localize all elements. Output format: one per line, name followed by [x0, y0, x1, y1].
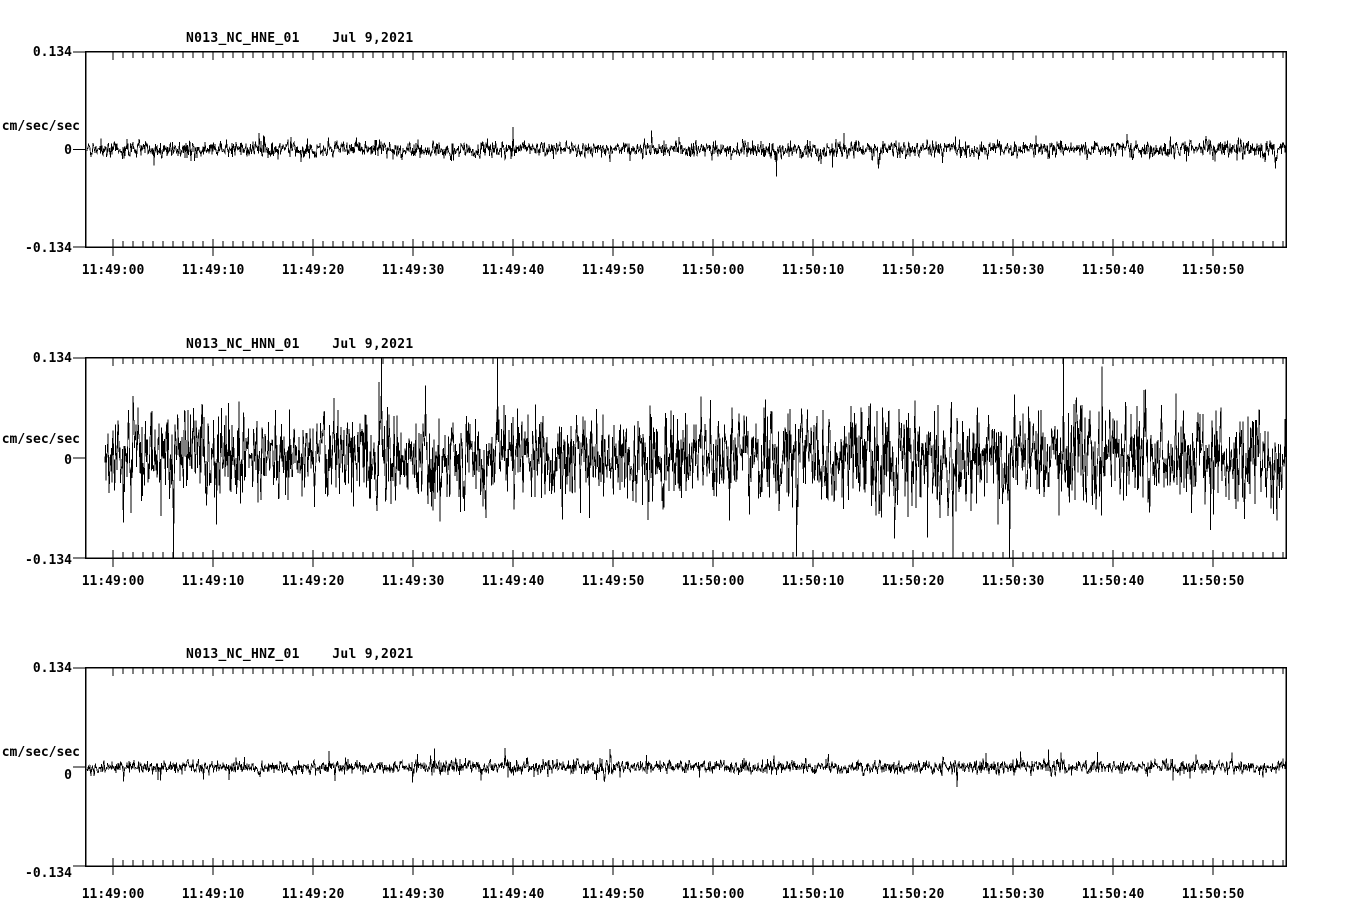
seismogram-panel-hne: N013_NC_HNE_01 Jul 9,2021 0.134 cm/sec/s… [0, 0, 1358, 300]
x-axis-labels-hne: 11:49:00 11:49:10 11:49:20 11:49:30 11:49:40… [81, 263, 1287, 283]
x-axis-tick-label: 11:49:20 [281, 263, 345, 278]
x-axis-tick-label: 11:49:50 [581, 263, 645, 278]
plot-area-hnz [73, 667, 1287, 875]
x-axis-tick-label: 11:50:50 [1181, 887, 1245, 902]
y-axis-min-label-hnz: -0.134 [25, 866, 72, 881]
x-axis-tick-label: 11:50:10 [781, 574, 845, 589]
x-axis-tick-label: 11:49:30 [381, 887, 445, 902]
seismogram-panel-hnn: N013_NC_HNN_01 Jul 9,2021 0.134 cm/sec/s… [0, 306, 1358, 606]
x-axis-tick-label: 11:49:20 [281, 574, 345, 589]
x-axis-tick-label: 11:49:00 [81, 263, 145, 278]
panel-title-hnz: N013_NC_HNZ_01 Jul 9,2021 [186, 647, 414, 662]
y-axis-units-label-hnz: cm/sec/sec [1, 745, 80, 760]
x-axis-tick-label: 11:50:40 [1081, 263, 1145, 278]
x-axis-tick-label: 11:50:00 [681, 574, 745, 589]
x-axis-tick-label: 11:49:20 [281, 887, 345, 902]
x-axis-tick-label: 11:50:50 [1181, 574, 1245, 589]
seismogram-panel-hnz: N013_NC_HNZ_01 Jul 9,2021 0.134 cm/sec/s… [0, 616, 1358, 924]
y-axis-max-label-hne: 0.134 [32, 45, 72, 60]
x-axis-labels-hnn: 11:49:00 11:49:10 11:49:20 11:49:30 11:49:40… [81, 574, 1287, 594]
x-axis-tick-label: 11:50:20 [881, 887, 945, 902]
y-axis-units-label-hne: cm/sec/sec [1, 119, 80, 134]
x-axis-tick-label: 11:50:40 [1081, 887, 1145, 902]
x-axis-tick-label: 11:49:30 [381, 574, 445, 589]
y-axis-min-label-hnn: -0.134 [25, 553, 72, 568]
x-axis-tick-label: 11:49:00 [81, 574, 145, 589]
x-axis-tick-label: 11:49:40 [481, 263, 545, 278]
x-axis-tick-label: 11:49:00 [81, 887, 145, 902]
x-axis-tick-label: 11:49:10 [181, 887, 245, 902]
x-axis-tick-label: 11:50:30 [981, 574, 1045, 589]
y-axis-zero-label-hne: 0 [64, 143, 72, 158]
x-axis-tick-label: 11:49:30 [381, 263, 445, 278]
plot-area-hnn [73, 357, 1287, 567]
x-axis-tick-label: 11:50:00 [681, 263, 745, 278]
x-axis-labels-hnz: 11:49:00 11:49:10 11:49:20 11:49:30 11:49:40… [81, 887, 1287, 907]
x-axis-tick-label: 11:49:50 [581, 574, 645, 589]
y-axis-units-label-hnn: cm/sec/sec [1, 432, 80, 447]
panel-title-hnn: N013_NC_HNN_01 Jul 9,2021 [186, 337, 414, 352]
x-axis-tick-label: 11:49:40 [481, 574, 545, 589]
x-axis-tick-label: 11:50:10 [781, 263, 845, 278]
x-axis-tick-label: 11:50:20 [881, 263, 945, 278]
y-axis-max-label-hnn: 0.134 [32, 351, 72, 366]
x-axis-tick-label: 11:49:50 [581, 887, 645, 902]
y-axis-zero-label-hnz: 0 [64, 768, 72, 783]
x-axis-tick-label: 11:50:30 [981, 887, 1045, 902]
x-axis-tick-label: 11:50:50 [1181, 263, 1245, 278]
x-axis-tick-label: 11:50:30 [981, 263, 1045, 278]
y-axis-zero-label-hnn: 0 [64, 453, 72, 468]
x-axis-tick-label: 11:49:40 [481, 887, 545, 902]
y-axis-min-label-hne: -0.134 [25, 241, 72, 256]
x-axis-tick-label: 11:49:10 [181, 574, 245, 589]
x-axis-tick-label: 11:50:20 [881, 574, 945, 589]
panel-title-hne: N013_NC_HNE_01 Jul 9,2021 [186, 31, 414, 46]
y-axis-max-label-hnz: 0.134 [32, 661, 72, 676]
plot-area-hne [73, 51, 1287, 256]
x-axis-tick-label: 11:49:10 [181, 263, 245, 278]
x-axis-tick-label: 11:50:10 [781, 887, 845, 902]
x-axis-tick-label: 11:50:40 [1081, 574, 1145, 589]
x-axis-tick-label: 11:50:00 [681, 887, 745, 902]
